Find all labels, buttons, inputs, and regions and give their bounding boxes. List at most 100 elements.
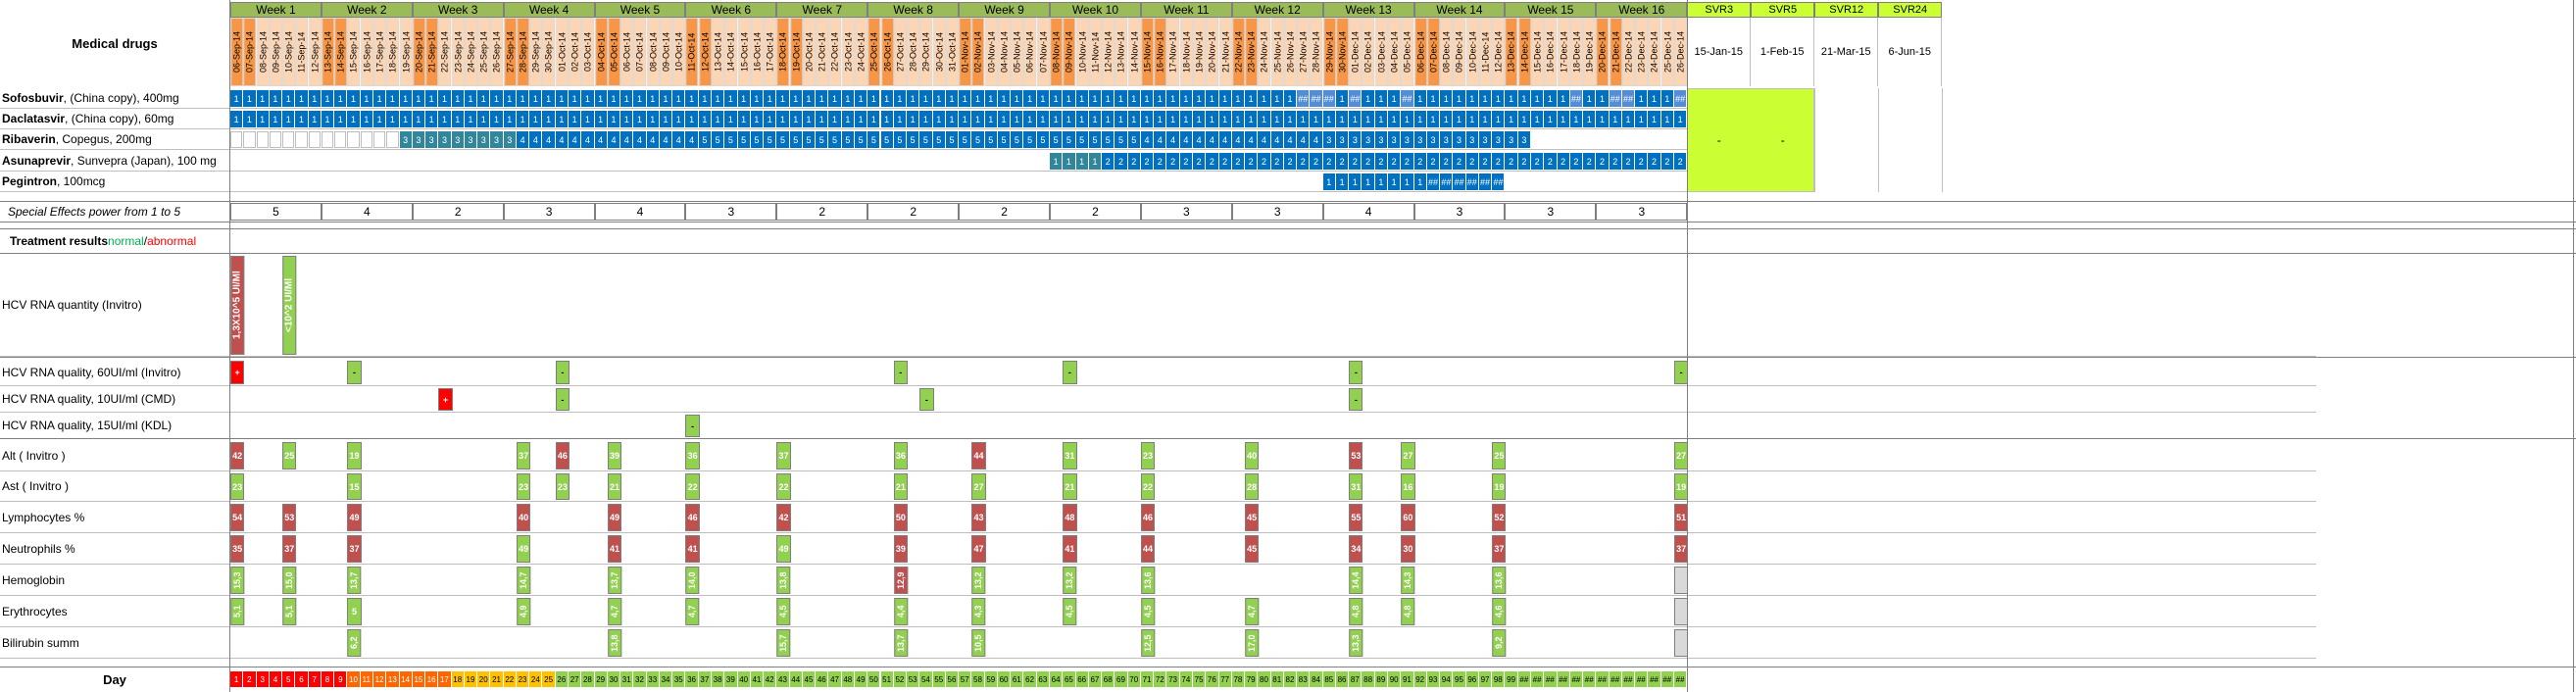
grid-line [0, 658, 2316, 659]
date-cell: 17-Oct-14 [764, 18, 777, 86]
week-header: Week 5 [594, 2, 686, 18]
drug-dose-cell: 1 [321, 90, 334, 107]
result-value: 13,7 [893, 629, 909, 657]
result-value: 47 [971, 535, 986, 563]
result-row-label: Hemoglobin [2, 572, 66, 587]
drug-name: Pegintron, 100mcg [2, 172, 229, 191]
result-value: 15,7 [776, 629, 791, 657]
day-cell: 11 [360, 671, 372, 687]
result-row-label: Ast ( Invitro ) [2, 479, 70, 493]
drug-dose-cell: 1 [1231, 90, 1245, 107]
day-cell: 67 [1088, 671, 1102, 687]
drug-dose-cell: 1 [1166, 111, 1179, 127]
day-cell: 49 [854, 671, 867, 687]
date-cell: 07-Nov-14 [1036, 18, 1050, 86]
drug-dose-cell: 1 [581, 90, 594, 107]
date-cell: 28-Oct-14 [907, 18, 920, 86]
drug-dose-cell: 1 [1374, 111, 1388, 127]
date-cell: 18-Nov-14 [1179, 18, 1193, 86]
drug-dose-cell: 1 [789, 90, 802, 107]
effects-value: 3 [685, 203, 777, 221]
drug-dose-cell: 1 [1583, 90, 1596, 107]
day-cell: 58 [971, 671, 984, 687]
drug-dose-cell: 1 [1453, 111, 1465, 127]
drug-dose-cell: 1 [867, 90, 880, 107]
date-cell: 01-Oct-14 [555, 18, 570, 86]
day-cell: 15 [412, 671, 425, 687]
day-cell: 33 [646, 671, 659, 687]
day-cell: ## [1621, 671, 1635, 687]
date-cell: 05-Nov-14 [1011, 18, 1024, 86]
drug-dose-cell: 1 [1465, 90, 1478, 107]
day-cell: 9 [334, 671, 347, 687]
day-cell: 76 [1206, 671, 1218, 687]
day-cell: 35 [672, 671, 685, 687]
drug-dose-cell: 1 [1088, 90, 1102, 107]
drug-dose-cell: 5 [945, 131, 959, 148]
result-value: 45 [1245, 504, 1260, 531]
day-cell: 30 [607, 671, 620, 687]
date-cell: 25-Nov-14 [1270, 18, 1284, 86]
drug-dose-cell: 1 [1531, 90, 1544, 107]
date-cell: 11-Nov-14 [1088, 18, 1103, 86]
drug-dose-cell: 1 [620, 111, 633, 127]
drug-dose-cell: 2 [1258, 153, 1270, 170]
date-cell: 24-Nov-14 [1258, 18, 1271, 86]
drug-dose-cell: 1 [907, 111, 919, 127]
drug-dose-cell: 2 [1179, 153, 1192, 170]
drug-dose-cell: 2 [1635, 153, 1648, 170]
drug-dose-cell: 1 [776, 111, 789, 127]
result-value: 4,5 [1063, 598, 1077, 625]
date-cell: 05-Dec-14 [1401, 18, 1414, 86]
svr-mark: - [1716, 133, 1721, 147]
result-value: 28 [1245, 473, 1260, 500]
result-value: 4,9 [516, 598, 531, 625]
result-value: 37 [1492, 535, 1507, 563]
drug-dose-cell [269, 131, 282, 148]
drug-dose-cell: 1 [243, 90, 256, 107]
date-cell: 11-Sep-14 [295, 18, 309, 86]
drug-dose-cell: 4 [1166, 131, 1179, 148]
drug-dose-cell: 2 [1517, 153, 1530, 170]
drug-dose-cell: 2 [1569, 153, 1583, 170]
date-cell: 16-Nov-14 [1154, 18, 1167, 86]
drug-dose-cell: 1 [569, 111, 581, 127]
drug-dose-cell: 1 [399, 90, 412, 107]
drug-dose-cell: 1 [1362, 111, 1374, 127]
effects-value: 4 [1322, 203, 1414, 221]
drug-dose-cell: 1 [1401, 173, 1413, 190]
drug-dose-cell: 1 [1206, 90, 1218, 107]
date-cell: 28-Nov-14 [1310, 18, 1323, 86]
drug-dose-cell [321, 131, 334, 148]
date-cell: 25-Dec-14 [1660, 18, 1674, 86]
drug-dose-cell: 1 [1036, 90, 1049, 107]
drug-dose-cell: 3 [464, 131, 477, 148]
drug-dose-cell: 3 [1505, 131, 1517, 148]
day-cell: 55 [932, 671, 945, 687]
drug-name-bold: Asunaprevir [2, 154, 72, 168]
drug-dose-cell: 1 [1258, 111, 1270, 127]
day-cell: 34 [659, 671, 672, 687]
result-value: 9,2 [1492, 629, 1507, 657]
day-cell: 23 [516, 671, 529, 687]
grid-line [0, 595, 2316, 596]
drug-dose-cell: 3 [1453, 131, 1465, 148]
drug-dose-cell: 1 [1426, 90, 1440, 107]
drug-dose-cell: 1 [1478, 90, 1492, 107]
drug-dose-cell: 1 [1557, 111, 1569, 127]
date-cell: 30-Oct-14 [932, 18, 946, 86]
result-value: 40 [1245, 442, 1260, 470]
drug-dose-cell: 1 [828, 90, 841, 107]
drug-dose-cell: 1 [438, 111, 451, 127]
day-cell: 95 [1453, 671, 1465, 687]
date-cell: 20-Sep-14 [412, 18, 426, 86]
drug-dose-cell: 2 [1478, 153, 1492, 170]
drug-dose-cell: 2 [1374, 153, 1388, 170]
drug-dose-cell: 3 [451, 131, 464, 148]
drug-dose-cell: 5 [1075, 131, 1088, 148]
result-value: 40 [516, 504, 531, 531]
day-cell: 31 [620, 671, 633, 687]
date-cell: 20-Oct-14 [802, 18, 817, 86]
drug-dose-cell: 1 [1011, 90, 1023, 107]
drug-dose-cell: 5 [764, 131, 776, 148]
